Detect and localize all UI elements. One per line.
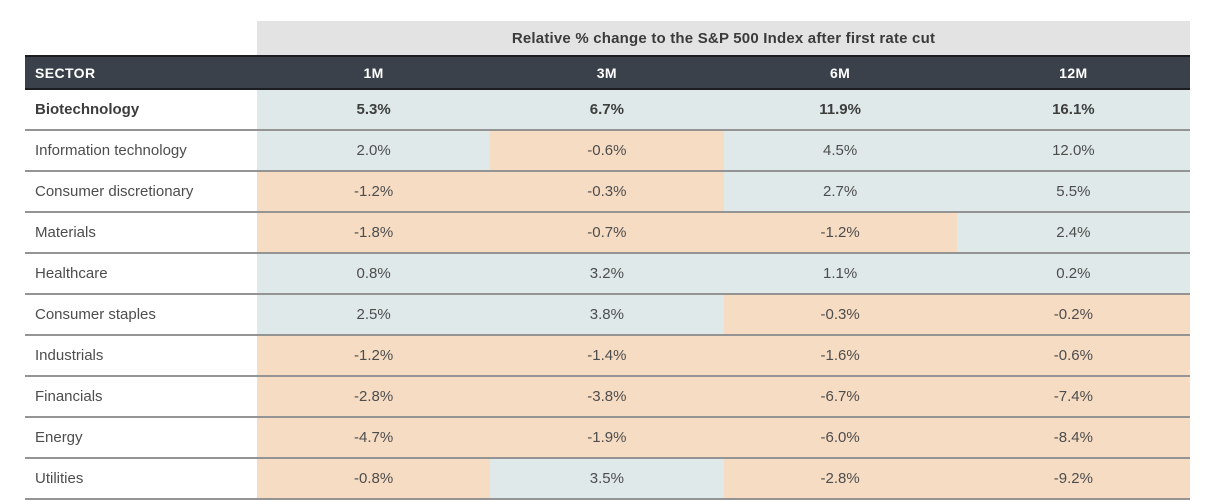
value-cell: -0.7% [490, 211, 724, 253]
value-cell: 2.0% [257, 129, 491, 171]
value-cell: 5.3% [257, 89, 491, 130]
value-cell: -1.4% [490, 334, 724, 376]
value-cell: -6.7% [723, 375, 957, 417]
value-cell: 2.5% [257, 293, 491, 335]
value-cell: 2.4% [956, 211, 1190, 253]
value-cell: -1.2% [257, 170, 491, 212]
value-cell: -9.2% [956, 457, 1190, 500]
value-cell: -2.8% [257, 375, 491, 417]
sector-label: Industrials [25, 334, 257, 376]
value-cell: 3.5% [490, 457, 724, 500]
table-row: Healthcare 0.8% 3.2% 1.1% 0.2% [25, 252, 1190, 294]
value-cell: -8.4% [956, 416, 1190, 458]
column-header-sector: SECTOR [25, 55, 257, 90]
value-cell: -0.6% [490, 129, 724, 171]
value-cell: 3.8% [490, 293, 724, 335]
table-row: Consumer staples 2.5% 3.8% -0.3% -0.2% [25, 293, 1190, 335]
table-title-band: Relative % change to the S&P 500 Index a… [257, 21, 1190, 55]
value-cell: -0.3% [490, 170, 724, 212]
sector-label: Healthcare [25, 252, 257, 294]
value-cell: 16.1% [956, 89, 1190, 130]
value-cell: 1.1% [723, 252, 957, 294]
value-cell: -0.2% [956, 293, 1190, 335]
value-cell: 12.0% [956, 129, 1190, 171]
value-cell: -1.2% [723, 211, 957, 253]
value-cell: -1.8% [257, 211, 491, 253]
column-header-1m: 1M [257, 55, 491, 90]
sector-label: Energy [25, 416, 257, 458]
table-row: Industrials -1.2% -1.4% -1.6% -0.6% [25, 334, 1190, 376]
sector-label: Financials [25, 375, 257, 417]
table-body: Biotechnology 5.3% 6.7% 11.9% 16.1% Informati… [25, 89, 1190, 500]
table-row: Information technology 2.0% -0.6% 4.5% 12.0% [25, 129, 1190, 171]
column-header-3m: 3M [490, 55, 724, 90]
value-cell: 3.2% [490, 252, 724, 294]
column-header-6m: 6M [723, 55, 957, 90]
header-row: SECTOR 1M 3M 6M 12M [25, 55, 1190, 90]
column-header-12m: 12M [956, 55, 1190, 90]
table-header: SECTOR 1M 3M 6M 12M [25, 55, 1190, 90]
value-cell: -4.7% [257, 416, 491, 458]
sector-label: Biotechnology [25, 89, 257, 130]
value-cell: -0.6% [956, 334, 1190, 376]
table-row: Financials -2.8% -3.8% -6.7% -7.4% [25, 375, 1190, 417]
value-cell: 0.2% [956, 252, 1190, 294]
sector-label: Information technology [25, 129, 257, 171]
value-cell: 5.5% [956, 170, 1190, 212]
sector-label: Utilities [25, 457, 257, 500]
table-row: Energy -4.7% -1.9% -6.0% -8.4% [25, 416, 1190, 458]
table-row: Materials -1.8% -0.7% -1.2% 2.4% [25, 211, 1190, 253]
table-row: Utilities -0.8% 3.5% -2.8% -9.2% [25, 457, 1190, 500]
table-title: Relative % change to the S&P 500 Index a… [511, 29, 936, 47]
sector-label: Consumer discretionary [25, 170, 257, 212]
value-cell: 4.5% [723, 129, 957, 171]
value-cell: 0.8% [257, 252, 491, 294]
value-cell: -1.2% [257, 334, 491, 376]
value-cell: -1.9% [490, 416, 724, 458]
value-cell: -2.8% [723, 457, 957, 500]
value-cell: 11.9% [723, 89, 957, 130]
value-cell: 2.7% [723, 170, 957, 212]
table-row: Biotechnology 5.3% 6.7% 11.9% 16.1% [25, 89, 1190, 130]
table-row: Consumer discretionary -1.2% -0.3% 2.7% 5.5% [25, 170, 1190, 212]
value-cell: -0.8% [257, 457, 491, 500]
value-cell: 6.7% [490, 89, 724, 130]
value-cell: -6.0% [723, 416, 957, 458]
data-table: SECTOR 1M 3M 6M 12M Biotechnology 5.3% 6.7… [25, 55, 1190, 500]
sector-performance-table: Relative % change to the S&P 500 Index a… [25, 21, 1190, 500]
sector-label: Consumer staples [25, 293, 257, 335]
value-cell: -3.8% [490, 375, 724, 417]
value-cell: -7.4% [956, 375, 1190, 417]
value-cell: -1.6% [723, 334, 957, 376]
sector-label: Materials [25, 211, 257, 253]
value-cell: -0.3% [723, 293, 957, 335]
